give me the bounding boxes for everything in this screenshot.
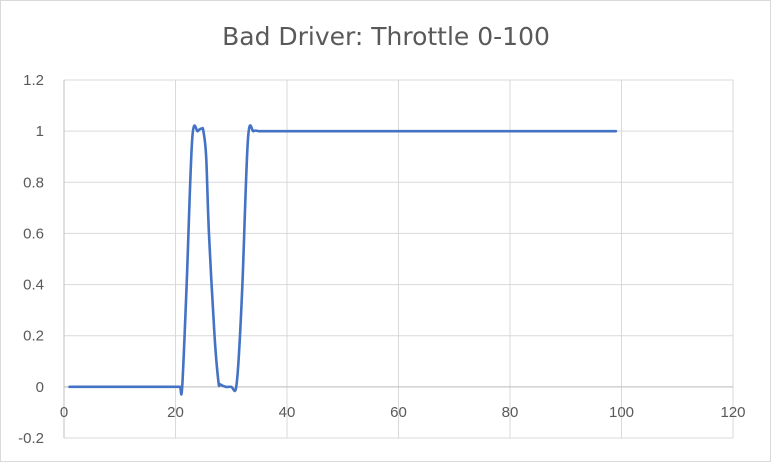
x-tick-label: 0 bbox=[60, 404, 68, 421]
gridlines bbox=[63, 79, 734, 439]
x-tick-label: 80 bbox=[502, 404, 519, 421]
x-tick-label: 100 bbox=[609, 404, 634, 421]
y-tick-label: -0.2 bbox=[18, 430, 44, 447]
series-layer bbox=[68, 124, 618, 396]
tick-labels: -0.2 0 0.2 0.4 0.6 0.8 1 1.2 0 20 40 60 80 100 120 bbox=[18, 72, 745, 447]
chart-title: Bad Driver: Throttle 0-100 bbox=[222, 22, 550, 51]
y-tick-label: 0 bbox=[36, 379, 44, 396]
x-tick-label: 40 bbox=[279, 404, 296, 421]
y-tick-label: 0.4 bbox=[23, 277, 44, 294]
y-tick-label: 0.8 bbox=[23, 174, 44, 191]
y-tick-label: 1.2 bbox=[23, 72, 44, 89]
x-tick-label: 60 bbox=[390, 404, 407, 421]
y-tick-label: 1 bbox=[36, 123, 44, 140]
throttle-series-line bbox=[68, 124, 618, 396]
x-tick-label: 20 bbox=[167, 404, 184, 421]
x-tick-label: 120 bbox=[720, 404, 745, 421]
y-tick-label: 0.6 bbox=[23, 225, 44, 242]
y-tick-label: 0.2 bbox=[23, 328, 44, 345]
